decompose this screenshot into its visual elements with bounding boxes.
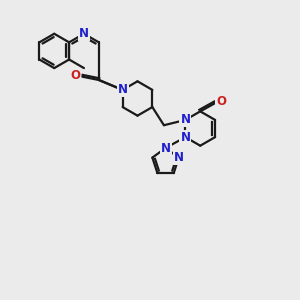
Text: N: N [118,83,128,96]
Text: N: N [160,142,171,154]
Text: N: N [174,151,184,164]
Text: N: N [79,27,89,40]
Text: O: O [70,68,80,82]
Text: N: N [118,83,128,96]
Text: O: O [216,95,226,108]
Text: N: N [180,130,190,144]
Text: N: N [180,113,190,126]
